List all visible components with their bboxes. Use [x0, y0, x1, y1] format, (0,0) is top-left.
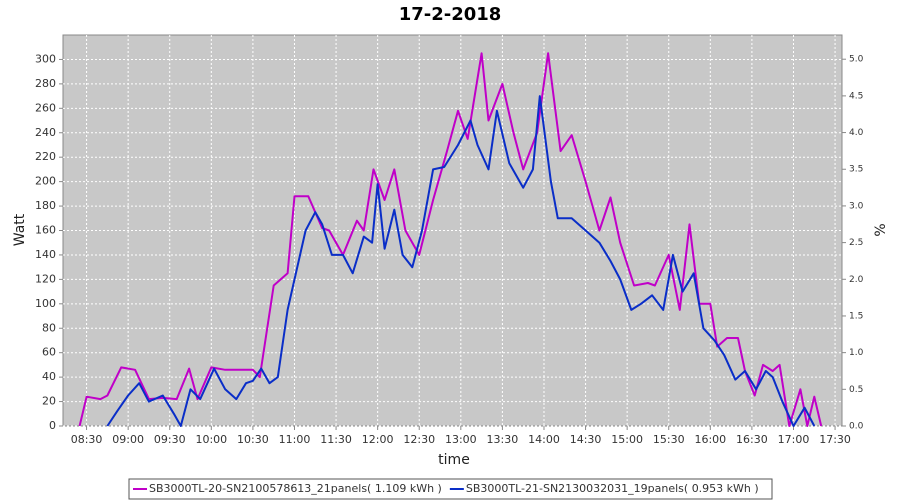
chart-title: 17-2-2018 — [399, 4, 502, 25]
y2-tick-label: 2.5 — [849, 238, 863, 248]
x-tick-label: 10:00 — [195, 433, 227, 446]
y-tick-label: 260 — [35, 101, 56, 114]
series-line — [106, 95, 816, 427]
x-axis-title: time — [438, 452, 470, 468]
y2-tick-label: 0.5 — [849, 385, 863, 395]
x-tick-label: 15:00 — [611, 433, 643, 446]
x-tick-label: 11:00 — [279, 433, 311, 446]
y2-tick-label: 1.0 — [849, 348, 864, 358]
x-tick-label: 08:30 — [71, 433, 103, 446]
y2-tick-label: 1.5 — [849, 311, 863, 321]
y2-tick-label: 3.0 — [849, 201, 864, 211]
y-tick-label: 220 — [35, 150, 56, 163]
x-tick-label: 11:30 — [320, 433, 352, 446]
x-tick-label: 16:30 — [736, 433, 768, 446]
y2-tick-label: 0.0 — [849, 422, 864, 432]
y-tick-label: 160 — [35, 224, 56, 237]
x-tick-label: 10:30 — [237, 433, 269, 446]
y-tick-label: 0 — [49, 419, 56, 432]
legend-label: SB3000TL-21-SN2130032031_19panels( 0.953… — [466, 482, 759, 495]
y-tick-label: 200 — [35, 175, 56, 188]
y-tick-label: 80 — [42, 321, 56, 334]
y-axis-title: Watt — [12, 213, 28, 246]
y2-tick-label: 2.0 — [849, 275, 864, 285]
x-tick-label: 12:30 — [403, 433, 435, 446]
x-tick-label: 13:30 — [487, 433, 519, 446]
x-tick-label: 09:00 — [112, 433, 144, 446]
y-tick-label: 240 — [35, 126, 56, 139]
x-tick-label: 13:00 — [445, 433, 477, 446]
x-tick-label: 14:30 — [570, 433, 602, 446]
legend-label: SB3000TL-20-SN2100578613_21panels( 1.109… — [149, 482, 442, 495]
x-tick-label: 09:30 — [154, 433, 186, 446]
x-tick-label: 14:00 — [528, 433, 560, 446]
x-tick-label: 12:00 — [362, 433, 394, 446]
x-tick-label: 17:00 — [778, 433, 810, 446]
y-tick-label: 280 — [35, 77, 56, 90]
y-tick-label: 40 — [42, 370, 56, 383]
y-tick-label: 60 — [42, 346, 56, 359]
y2-tick-label: 4.0 — [849, 128, 864, 138]
y2-tick-label: 5.0 — [849, 55, 864, 65]
x-tick-label: 15:30 — [653, 433, 685, 446]
y2-tick-label: 3.5 — [849, 165, 863, 175]
y-tick-label: 120 — [35, 272, 56, 285]
y-tick-label: 20 — [42, 395, 56, 408]
y-tick-label: 100 — [35, 297, 56, 310]
y-tick-label: 180 — [35, 199, 56, 212]
y-tick-label: 140 — [35, 248, 56, 261]
x-tick-label: 16:00 — [694, 433, 726, 446]
y2-tick-label: 4.5 — [849, 91, 863, 101]
y2-axis-title: % — [873, 223, 889, 236]
x-tick-label: 17:30 — [819, 433, 851, 446]
y-tick-label: 300 — [35, 52, 56, 65]
